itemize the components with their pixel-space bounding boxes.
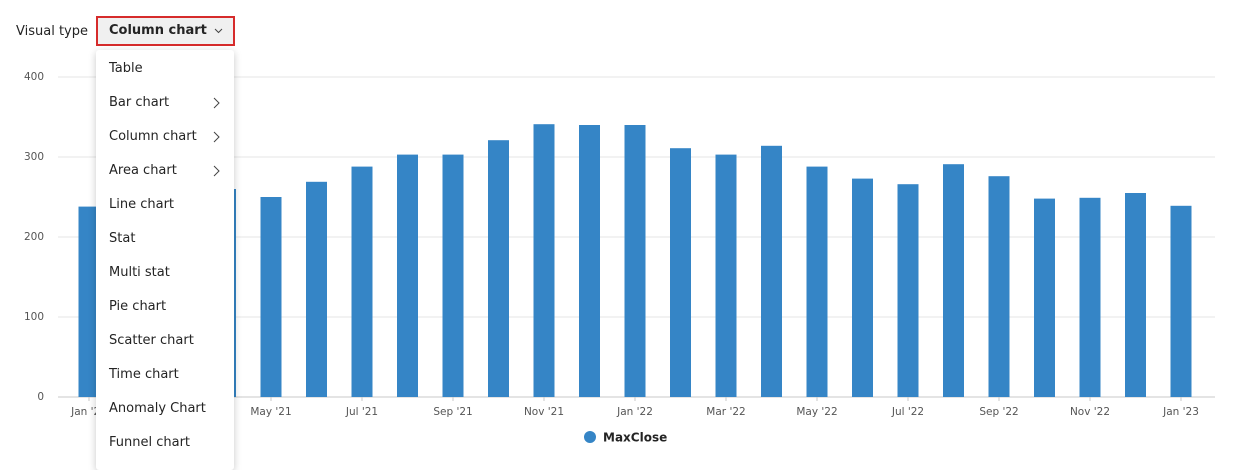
bar: [78, 206, 100, 397]
menu-item-label: Anomaly Chart: [109, 401, 206, 416]
x-tick-label: May '22: [796, 406, 837, 418]
x-tick-label: May '21: [250, 406, 291, 418]
dropdown-chevron: [214, 28, 223, 34]
x-tick-label: Jul '22: [891, 406, 924, 418]
submenu-chevron: [213, 97, 220, 109]
bar: [624, 125, 646, 397]
x-tick-label: Jan '22: [616, 406, 653, 418]
menu-item[interactable]: Scatter chart: [96, 324, 234, 358]
y-tick-label: 100: [24, 311, 44, 323]
x-tick-label: Nov '21: [524, 406, 564, 418]
x-tick-label: Mar '22: [706, 406, 745, 418]
bar: [761, 145, 782, 397]
bar: [579, 125, 600, 397]
bar: [670, 148, 691, 397]
menu-item-label: Table: [109, 61, 143, 76]
submenu-chevron: [213, 131, 220, 143]
menu-item[interactable]: Multi stat: [96, 256, 234, 290]
menu-item[interactable]: Line chart: [96, 188, 234, 222]
bar: [351, 166, 373, 397]
menu-item[interactable]: Bar chart: [96, 86, 234, 120]
bar: [897, 184, 919, 397]
x-tick-label: Jul '21: [345, 406, 378, 418]
menu-item[interactable]: Column chart: [96, 120, 234, 154]
submenu-chevron: [213, 165, 220, 177]
menu-item[interactable]: Time chart: [96, 358, 234, 392]
y-tick-label: 0: [37, 391, 44, 403]
bar: [306, 181, 327, 397]
bar: [1034, 198, 1055, 397]
visual-type-menu: Table Bar chart Column chart Area chart Line…: [96, 50, 234, 470]
menu-item-label: Stat: [109, 231, 136, 246]
menu-item-label: Time chart: [109, 367, 179, 382]
visual-type-label: Visual type: [16, 24, 88, 39]
bar: [806, 166, 828, 397]
x-tick-label: Jan '23: [1162, 406, 1199, 418]
x-tick-label: Nov '22: [1070, 406, 1110, 418]
y-tick-label: 400: [24, 71, 44, 83]
bar: [397, 154, 418, 397]
menu-item-label: Bar chart: [109, 95, 170, 110]
menu-item[interactable]: Anomaly Chart: [96, 392, 234, 426]
menu-item-label: Line chart: [109, 197, 175, 212]
bar: [488, 140, 509, 397]
menu-item-label: Scatter chart: [109, 333, 194, 348]
bar: [988, 176, 1010, 397]
selected-visual-type: Column chart: [109, 23, 207, 38]
legend-marker: [584, 431, 596, 443]
menu-item[interactable]: Pie chart: [96, 290, 234, 324]
menu-item[interactable]: Stat: [96, 222, 234, 256]
bar: [260, 197, 282, 397]
menu-item[interactable]: Area chart: [96, 154, 234, 188]
bar: [943, 164, 964, 397]
x-tick-label: Sep '22: [979, 406, 1018, 418]
bar: [533, 124, 555, 397]
bar: [852, 178, 873, 397]
menu-item-label: Column chart: [109, 129, 197, 144]
y-tick-label: 300: [24, 151, 44, 163]
legend-label: MaxClose: [603, 431, 667, 445]
menu-item-label: Area chart: [109, 163, 177, 178]
x-tick-label: Sep '21: [433, 406, 472, 418]
bar: [715, 154, 737, 397]
bar: [442, 154, 464, 397]
menu-item[interactable]: Funnel chart: [96, 426, 234, 460]
menu-item[interactable]: Table: [96, 52, 234, 86]
bar: [1170, 205, 1192, 397]
bar: [1125, 193, 1146, 397]
menu-item-label: Funnel chart: [109, 435, 191, 450]
menu-item-label: Multi stat: [109, 265, 170, 280]
y-tick-label: 200: [24, 231, 44, 243]
menu-item-label: Pie chart: [109, 299, 167, 314]
visual-type-dropdown[interactable]: Column chart: [96, 16, 235, 46]
bar: [1079, 197, 1101, 397]
